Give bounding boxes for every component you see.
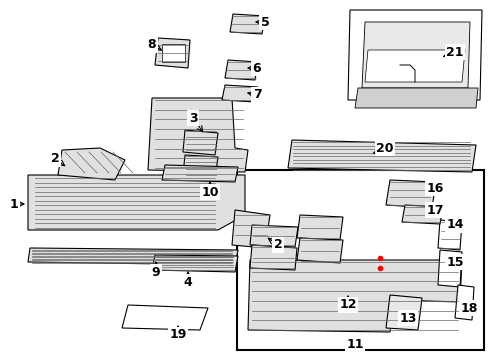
Polygon shape: [454, 285, 473, 320]
Text: 13: 13: [399, 311, 416, 324]
Polygon shape: [385, 295, 421, 330]
Polygon shape: [437, 220, 461, 250]
Polygon shape: [385, 180, 435, 208]
Polygon shape: [247, 260, 461, 332]
Polygon shape: [287, 140, 475, 172]
Polygon shape: [354, 88, 477, 108]
Text: 14: 14: [446, 219, 463, 231]
Polygon shape: [183, 130, 218, 155]
Polygon shape: [249, 225, 297, 247]
Text: 8: 8: [147, 39, 156, 51]
Text: 21: 21: [446, 45, 463, 58]
Text: 5: 5: [260, 15, 269, 28]
Polygon shape: [162, 44, 184, 62]
Text: 10: 10: [201, 185, 218, 198]
Polygon shape: [249, 245, 296, 270]
Text: 3: 3: [188, 112, 197, 125]
Text: 18: 18: [459, 302, 477, 315]
Text: 17: 17: [426, 203, 443, 216]
Text: 16: 16: [426, 181, 443, 194]
Polygon shape: [296, 238, 342, 263]
Polygon shape: [296, 215, 342, 240]
Polygon shape: [183, 155, 218, 178]
Text: 2: 2: [51, 153, 59, 166]
Polygon shape: [231, 210, 269, 248]
Polygon shape: [224, 60, 258, 80]
Polygon shape: [122, 305, 207, 330]
Text: 20: 20: [375, 141, 393, 154]
Text: 19: 19: [169, 328, 186, 342]
Polygon shape: [364, 50, 464, 82]
Polygon shape: [401, 205, 442, 224]
Text: 15: 15: [446, 256, 463, 269]
Polygon shape: [152, 255, 238, 272]
Bar: [237, 170, 483, 350]
Polygon shape: [229, 14, 264, 34]
Polygon shape: [155, 38, 190, 68]
Text: 9: 9: [151, 266, 160, 279]
Polygon shape: [361, 22, 469, 88]
Polygon shape: [148, 98, 247, 172]
Polygon shape: [347, 10, 481, 100]
Text: 4: 4: [183, 275, 192, 288]
Text: 1: 1: [10, 198, 19, 211]
Polygon shape: [28, 175, 244, 230]
Text: 7: 7: [252, 89, 261, 102]
Polygon shape: [437, 250, 461, 287]
Text: 12: 12: [339, 298, 356, 311]
Polygon shape: [222, 85, 258, 102]
Polygon shape: [28, 248, 238, 265]
Polygon shape: [162, 165, 238, 182]
Text: 6: 6: [252, 62, 261, 75]
Text: 11: 11: [346, 338, 363, 351]
Text: 2: 2: [273, 238, 282, 252]
Polygon shape: [58, 148, 125, 180]
